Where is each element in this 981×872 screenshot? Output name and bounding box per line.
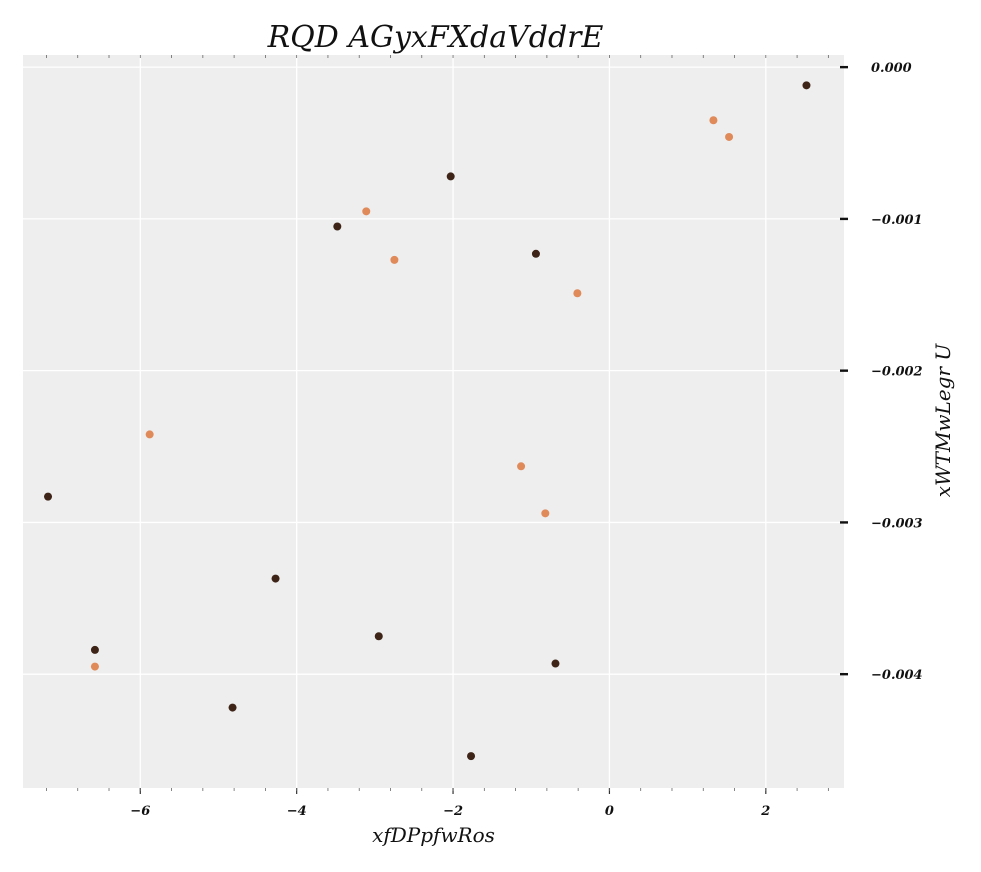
x-tick-label: −4 — [287, 804, 307, 819]
data-point — [374, 632, 383, 641]
x-tick-label: −2 — [443, 804, 463, 819]
data-points — [44, 81, 811, 761]
data-point — [390, 255, 399, 264]
y-axis: 0.000 −0.001 −0.002 −0.003 −0.004 — [840, 61, 923, 683]
data-point — [467, 752, 476, 761]
data-point — [90, 662, 99, 671]
data-point — [446, 172, 455, 181]
x-tick-label: −6 — [130, 804, 150, 819]
data-point — [551, 659, 560, 668]
x-axis-label: xfDPpfwRos — [372, 823, 495, 847]
y-tick-label: −0.003 — [871, 516, 923, 531]
data-point — [517, 462, 526, 471]
data-point — [44, 492, 53, 501]
data-point — [228, 703, 237, 712]
data-point — [362, 207, 371, 216]
x-axis: −6 −4 −2 0 2 — [46, 55, 829, 819]
x-tick-label: 2 — [760, 804, 770, 819]
y-axis-label: xWTMwLegr U — [931, 343, 955, 498]
data-point — [333, 222, 342, 231]
y-tick-label: −0.004 — [871, 668, 923, 683]
data-point — [573, 289, 582, 298]
y-tick-label: −0.001 — [871, 213, 923, 228]
data-point — [531, 249, 540, 258]
y-tick-label: −0.002 — [871, 365, 923, 380]
data-point — [271, 574, 280, 583]
data-point — [90, 645, 99, 654]
y-tick-label: 0.000 — [871, 61, 912, 76]
data-point — [802, 81, 811, 90]
chart-title: RQD AGyxFXdaVddrE — [267, 20, 604, 55]
data-point — [145, 430, 154, 439]
data-point — [725, 132, 734, 141]
x-tick-label: 0 — [605, 804, 614, 819]
plot-area — [23, 55, 844, 788]
data-point — [541, 509, 550, 518]
data-point — [709, 116, 718, 125]
